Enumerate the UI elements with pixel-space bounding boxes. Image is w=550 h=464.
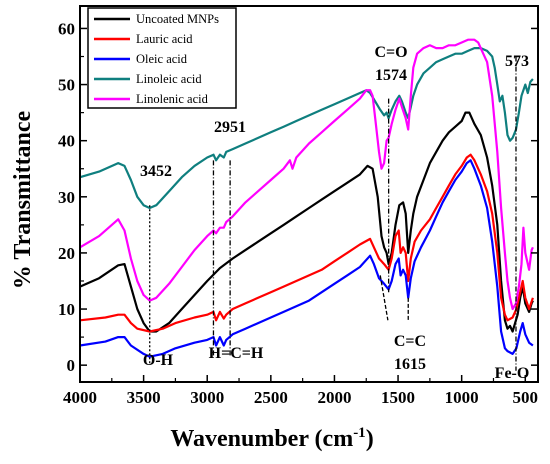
annotation-2951: 2951 <box>214 119 246 136</box>
y-tick-label: 20 <box>58 244 75 263</box>
x-tick-label: 1500 <box>381 388 415 407</box>
series-line-oleic-acid <box>79 159 534 358</box>
tick-labels: 4000 3500 3000 2500 2000 1500 1000 500 0 10 20 30 40… <box>58 19 538 407</box>
series-line-lauric-acid <box>79 153 534 333</box>
annotation-o-h: O-H <box>143 352 174 369</box>
series-line-linolenic-acid <box>79 38 534 311</box>
y-tick-label: 0 <box>67 356 76 375</box>
y-tick-label: 60 <box>58 19 75 38</box>
annotation-fe-o: Fe-O <box>495 365 530 382</box>
axis-ticks <box>79 27 538 382</box>
legend-label-linolenic-acid: Linolenic acid <box>136 92 209 106</box>
x-axis-title: Wavenumber (cm-1) <box>170 425 373 452</box>
x-tick-label: 2000 <box>317 388 351 407</box>
legend: Uncoated MNPs Lauric acid Oleic acid Lin… <box>87 7 237 109</box>
annotation-1615: 1615 <box>394 356 426 373</box>
legend-label-uncoated-mnps: Uncoated MNPs <box>136 12 219 26</box>
legend-label-oleic-acid: Oleic acid <box>136 52 188 66</box>
guide-line-1615-left <box>379 275 389 321</box>
x-tick-label: 4000 <box>63 388 97 407</box>
x-tick-label: 3000 <box>190 388 224 407</box>
series-layer <box>79 38 534 358</box>
guide-lines <box>149 56 517 371</box>
y-tick-label: 10 <box>58 300 75 319</box>
y-tick-label: 40 <box>58 132 75 151</box>
plot-frame <box>79 5 539 383</box>
annotation-3452: 3452 <box>140 163 172 180</box>
legend-label-linoleic-acid: Linoleic acid <box>136 72 202 86</box>
annotation-c-c: C=C <box>394 333 426 350</box>
annotation-h-c-h: H=C=H <box>209 345 264 362</box>
annotation-573: 573 <box>505 53 529 70</box>
y-tick-label: 30 <box>58 188 75 207</box>
x-tick-label: 3500 <box>127 388 161 407</box>
y-tick-label: 50 <box>58 76 75 95</box>
x-tick-label: 2500 <box>254 388 288 407</box>
annotation-c-o: C=O <box>374 44 407 61</box>
y-axis-title: % Transmittance <box>10 110 36 289</box>
series-line-linoleic-acid <box>79 46 534 210</box>
x-tick-label: 500 <box>513 388 539 407</box>
legend-label-lauric-acid: Lauric acid <box>136 32 193 46</box>
annotation-1574: 1574 <box>375 67 407 84</box>
x-tick-label: 1000 <box>445 388 479 407</box>
